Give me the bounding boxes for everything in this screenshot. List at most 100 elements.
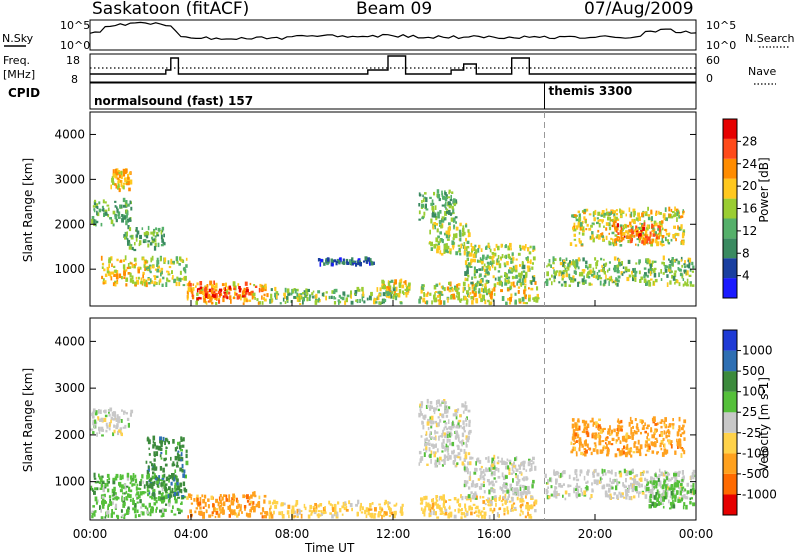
heatmap-cell xyxy=(476,282,479,287)
heatmap-cell xyxy=(387,504,389,508)
heatmap-cell xyxy=(483,263,486,267)
heatmap-cell xyxy=(653,495,656,500)
heatmap-cell xyxy=(629,477,632,480)
heatmap-cell xyxy=(555,480,558,485)
heatmap-cell xyxy=(302,292,305,295)
heatmap-cell xyxy=(689,497,691,501)
heatmap-cell xyxy=(686,490,690,494)
heatmap-cell xyxy=(638,478,641,481)
heatmap-cell xyxy=(437,416,440,419)
heatmap-cell xyxy=(166,488,168,492)
heatmap-cell xyxy=(460,441,463,444)
heatmap-cell xyxy=(522,274,525,279)
heatmap-cell xyxy=(622,266,625,269)
heatmap-cell xyxy=(493,477,496,480)
sky-right-tick-top: 10^5 xyxy=(706,19,736,32)
heatmap-cell xyxy=(181,468,184,473)
heatmap-cell xyxy=(579,470,583,473)
heatmap-cell xyxy=(508,471,511,475)
heatmap-cell xyxy=(639,471,642,477)
heatmap-cell xyxy=(326,257,330,262)
power-y-label: Slant Range [km] xyxy=(21,158,35,262)
heatmap-cell xyxy=(125,490,128,494)
heatmap-cell xyxy=(210,495,213,500)
heatmap-cell xyxy=(480,465,483,469)
heatmap-cell xyxy=(692,475,695,480)
heatmap-cell xyxy=(386,288,389,291)
heatmap-cell xyxy=(405,292,408,298)
heatmap-cell xyxy=(494,495,497,498)
heatmap-cell xyxy=(121,474,124,480)
heatmap-cell xyxy=(194,510,197,514)
heatmap-cell xyxy=(670,238,673,242)
heatmap-cell xyxy=(586,443,589,448)
heatmap-cell xyxy=(455,414,458,420)
heatmap-cell xyxy=(111,177,114,183)
heatmap-cell xyxy=(683,430,686,434)
heatmap-cell xyxy=(477,290,481,294)
heatmap-cell xyxy=(129,482,132,485)
heatmap-cell xyxy=(525,302,528,305)
heatmap-cell xyxy=(92,489,95,492)
heatmap-cell xyxy=(135,227,138,232)
heatmap-cell xyxy=(505,476,508,479)
heatmap-cell xyxy=(186,298,189,301)
heatmap-cell xyxy=(430,247,433,251)
heatmap-cell xyxy=(457,422,460,428)
heatmap-cell xyxy=(657,490,661,494)
heatmap-cell xyxy=(221,283,225,287)
heatmap-cell xyxy=(461,403,464,408)
heatmap-cell xyxy=(350,294,352,299)
heatmap-cell xyxy=(680,215,684,218)
velocity-region-2 xyxy=(145,435,189,500)
heatmap-cell xyxy=(269,298,272,304)
heatmap-cell xyxy=(573,222,576,228)
heatmap-cell xyxy=(610,237,613,240)
heatmap-cell xyxy=(683,263,686,266)
heatmap-cell xyxy=(166,270,169,273)
heatmap-cell xyxy=(597,219,600,223)
heatmap-cell xyxy=(628,435,631,439)
heatmap-cell xyxy=(240,504,242,508)
heatmap-cell xyxy=(152,475,156,480)
heatmap-cell xyxy=(673,272,677,277)
heatmap-cell xyxy=(296,297,299,302)
heatmap-cell xyxy=(126,417,130,421)
heatmap-cell xyxy=(317,258,321,262)
heatmap-cell xyxy=(523,245,526,251)
heatmap-cell xyxy=(159,436,163,441)
heatmap-cell xyxy=(111,501,114,505)
heatmap-cell xyxy=(499,281,502,285)
heatmap-cell xyxy=(167,499,171,504)
heatmap-cell xyxy=(419,296,422,299)
heatmap-cell xyxy=(329,512,332,515)
heatmap-cell xyxy=(647,216,651,221)
heatmap-cell xyxy=(139,234,142,240)
heatmap-cell xyxy=(594,469,597,473)
heatmap-cell xyxy=(530,516,533,519)
heatmap-cell xyxy=(618,491,621,495)
heatmap-cell xyxy=(502,484,505,488)
heatmap-cell xyxy=(530,505,534,509)
heatmap-cell xyxy=(173,492,177,496)
heatmap-cell xyxy=(459,456,462,461)
heatmap-cell xyxy=(152,490,156,493)
heatmap-cell xyxy=(116,208,119,213)
heatmap-cell xyxy=(152,440,155,444)
heatmap-cell xyxy=(463,480,467,484)
heatmap-cell xyxy=(451,450,454,455)
heatmap-cell xyxy=(135,493,138,497)
heatmap-cell xyxy=(466,269,469,275)
heatmap-cell xyxy=(631,237,633,242)
heatmap-cell xyxy=(172,505,174,510)
heatmap-cell xyxy=(589,235,592,239)
heatmap-cell xyxy=(572,279,575,283)
heatmap-cell xyxy=(421,216,425,220)
heatmap-cell xyxy=(487,245,490,248)
heatmap-cell xyxy=(681,486,685,489)
heatmap-cell xyxy=(593,270,596,275)
heatmap-cell xyxy=(383,299,387,302)
heatmap-cell xyxy=(363,300,366,304)
heatmap-cell xyxy=(625,446,628,450)
heatmap-cell xyxy=(669,440,673,443)
